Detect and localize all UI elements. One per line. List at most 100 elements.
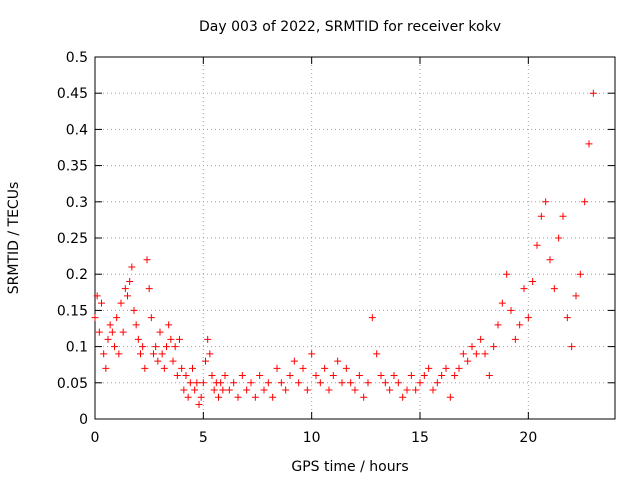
data-point (139, 343, 147, 351)
data-point (360, 393, 368, 401)
data-point (158, 350, 166, 358)
data-point (113, 314, 121, 322)
data-point (126, 277, 134, 285)
data-point (295, 379, 303, 387)
y-tick-label: 0.5 (66, 50, 88, 66)
data-point (459, 350, 467, 358)
chart-title: Day 003 of 2022, SRMTID for receiver kok… (199, 19, 501, 35)
data-point (347, 379, 355, 387)
data-point (442, 364, 450, 372)
data-point (572, 292, 580, 300)
x-tick-label: 15 (411, 430, 429, 446)
x-axis: 0 5 10 15 20 (91, 57, 537, 446)
data-point (195, 401, 203, 409)
data-point (178, 364, 186, 372)
data-point (91, 314, 99, 322)
data-point (269, 393, 277, 401)
data-point (215, 393, 222, 401)
data-point (416, 379, 424, 387)
data-point (134, 335, 142, 343)
data-point (184, 393, 192, 401)
data-point (189, 364, 196, 372)
data-point (546, 256, 554, 264)
data-point (529, 277, 537, 285)
data-point (186, 379, 194, 387)
data-point (511, 335, 519, 343)
data-point (351, 386, 359, 394)
data-point (524, 314, 532, 322)
data-point (108, 328, 116, 336)
data-points (91, 89, 597, 409)
chart-grid (95, 57, 615, 419)
data-point (290, 357, 298, 365)
data-point (163, 343, 170, 351)
data-point (303, 386, 311, 394)
data-point (425, 364, 433, 372)
data-point (312, 372, 320, 380)
data-point (234, 393, 242, 401)
data-point (368, 314, 376, 322)
data-point (477, 335, 485, 343)
data-point (321, 364, 329, 372)
data-point (507, 306, 515, 314)
y-axis: 0 0.05 0.1 0.15 0.2 0.25 0.3 0.35 0.4 0.45 0.5 (57, 50, 615, 428)
data-point (407, 372, 415, 380)
data-point (95, 328, 103, 336)
y-tick-label: 0.1 (66, 340, 88, 356)
data-point (154, 357, 162, 365)
data-point (355, 372, 363, 380)
data-point (111, 343, 118, 351)
data-point (264, 379, 272, 387)
data-point (585, 140, 593, 148)
data-point (217, 379, 225, 387)
y-tick-label: 0.4 (66, 122, 88, 138)
data-point (121, 285, 129, 293)
data-point (494, 321, 502, 329)
y-tick-label: 0.15 (57, 303, 88, 319)
data-point (225, 386, 233, 394)
data-point (176, 335, 183, 343)
x-tick-label: 20 (519, 430, 537, 446)
data-point (137, 350, 144, 358)
data-point (221, 372, 229, 380)
data-point (260, 386, 268, 394)
data-point (542, 198, 550, 206)
data-point (182, 372, 190, 380)
data-point (106, 321, 114, 329)
data-point (446, 393, 454, 401)
data-point (563, 314, 571, 322)
data-point (219, 386, 227, 394)
data-point (412, 386, 420, 394)
data-point (273, 364, 281, 372)
data-point (208, 372, 216, 380)
data-point (206, 350, 214, 358)
data-point (193, 379, 201, 387)
data-point (550, 285, 558, 293)
data-point (576, 270, 584, 278)
data-point (299, 364, 307, 372)
data-point (150, 350, 157, 358)
y-tick-label: 0.45 (57, 86, 88, 102)
data-point (520, 285, 528, 293)
data-point (433, 379, 441, 387)
data-point (438, 372, 446, 380)
data-point (334, 357, 342, 365)
data-point (210, 386, 218, 394)
data-point (390, 372, 398, 380)
y-tick-label: 0.2 (66, 267, 88, 283)
data-point (485, 372, 493, 380)
data-point (119, 328, 127, 336)
data-point (256, 372, 264, 380)
data-point (498, 299, 506, 307)
data-point (329, 372, 337, 380)
data-point (386, 386, 394, 394)
data-point (167, 335, 175, 343)
data-point (282, 386, 290, 394)
data-point (141, 364, 149, 372)
data-point (128, 263, 136, 271)
data-point (559, 212, 567, 220)
data-point (377, 372, 385, 380)
data-point (481, 350, 489, 358)
data-point (156, 328, 164, 336)
